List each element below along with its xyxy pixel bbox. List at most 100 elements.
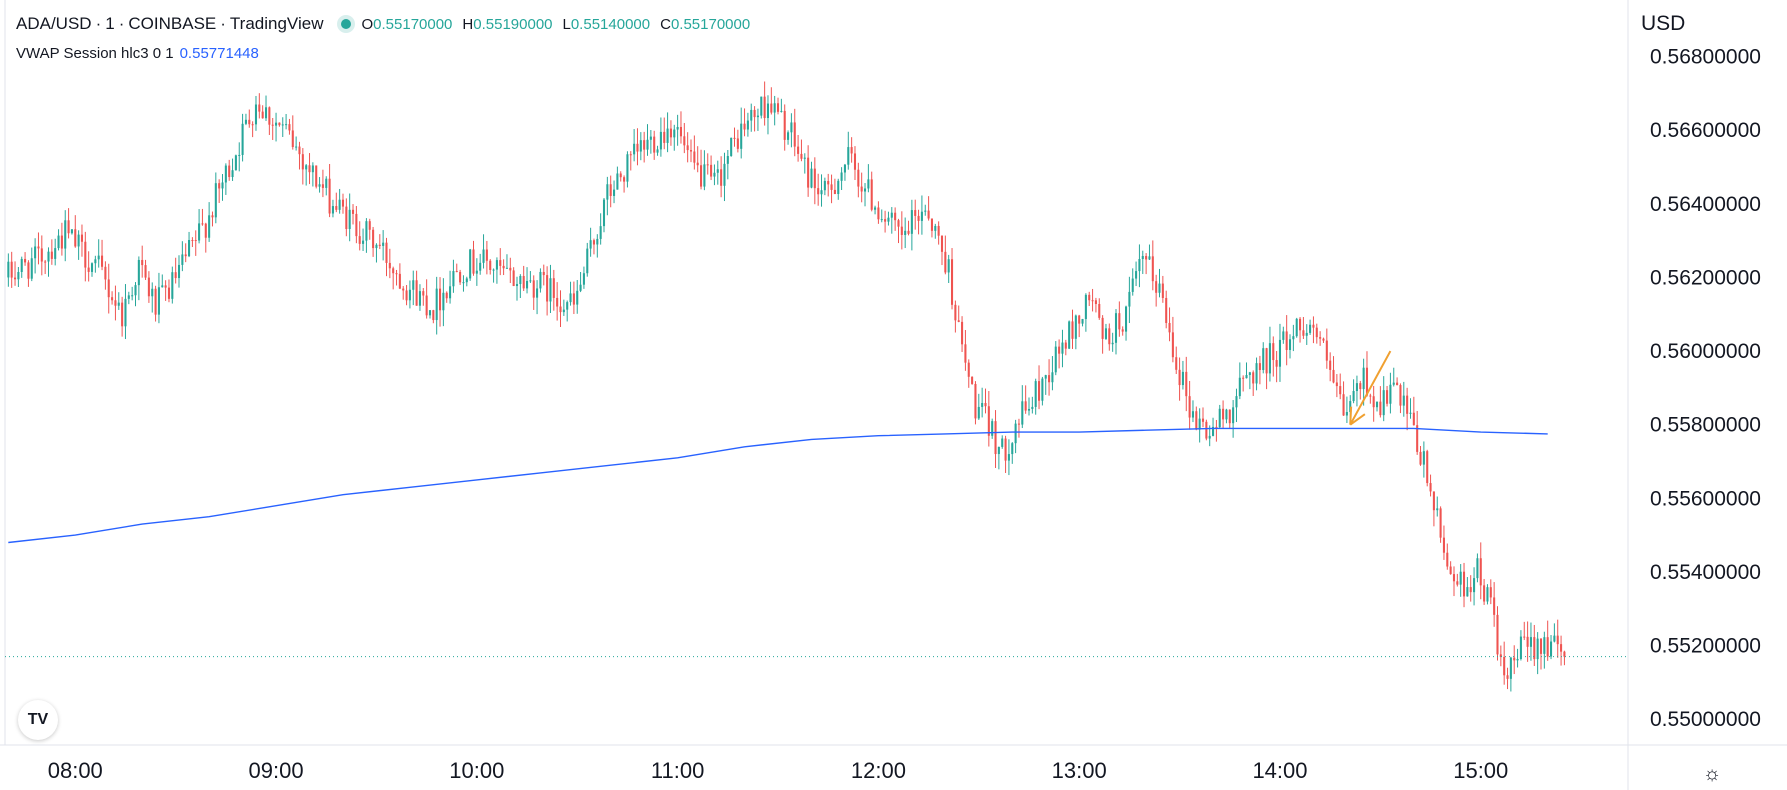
- candle-body[interactable]: [465, 278, 468, 283]
- candle-body[interactable]: [609, 184, 612, 196]
- candle-body[interactable]: [1242, 377, 1245, 379]
- candle-body[interactable]: [646, 139, 649, 150]
- candle-body[interactable]: [395, 273, 398, 275]
- candle-body[interactable]: [131, 295, 134, 297]
- candle-body[interactable]: [776, 103, 780, 112]
- candle-body[interactable]: [398, 273, 401, 289]
- candle-body[interactable]: [10, 261, 13, 278]
- candle-body[interactable]: [422, 291, 425, 296]
- candle-body[interactable]: [1339, 386, 1342, 395]
- candle-body[interactable]: [44, 261, 47, 263]
- candle-body[interactable]: [576, 290, 579, 305]
- candle-body[interactable]: [556, 297, 559, 307]
- candle-body[interactable]: [582, 273, 585, 285]
- candle-body[interactable]: [1178, 369, 1181, 386]
- candle-body[interactable]: [947, 259, 950, 273]
- candle-body[interactable]: [1262, 348, 1265, 371]
- candle-body[interactable]: [1232, 407, 1235, 424]
- candle-body[interactable]: [1215, 426, 1218, 428]
- candle-body[interactable]: [161, 285, 164, 288]
- candle-body[interactable]: [482, 249, 485, 263]
- candle-body[interactable]: [713, 172, 716, 177]
- candle-body[interactable]: [566, 302, 569, 310]
- candle-body[interactable]: [1131, 278, 1134, 292]
- candle-body[interactable]: [1185, 371, 1188, 397]
- candle-body[interactable]: [90, 263, 94, 272]
- candle-body[interactable]: [797, 146, 800, 154]
- candle-body[interactable]: [1275, 360, 1278, 367]
- candle-body[interactable]: [288, 124, 291, 131]
- candle-body[interactable]: [1563, 651, 1566, 657]
- candle-body[interactable]: [445, 292, 448, 299]
- candle-body[interactable]: [823, 180, 826, 191]
- candle-body[interactable]: [335, 206, 338, 210]
- candle-body[interactable]: [1466, 587, 1469, 597]
- candle-body[interactable]: [863, 188, 867, 192]
- candle-body[interactable]: [1014, 423, 1017, 444]
- candle-body[interactable]: [157, 287, 160, 315]
- candle-body[interactable]: [629, 154, 632, 156]
- candle-body[interactable]: [442, 292, 445, 311]
- candle-body[interactable]: [967, 362, 970, 377]
- candle-body[interactable]: [813, 168, 816, 189]
- candle-body[interactable]: [927, 210, 930, 219]
- candle-body[interactable]: [70, 229, 73, 234]
- candle-body[interactable]: [114, 300, 117, 306]
- candle-body[interactable]: [80, 234, 84, 242]
- candle-body[interactable]: [766, 103, 770, 119]
- candle-body[interactable]: [1325, 340, 1328, 361]
- candle-body[interactable]: [1168, 322, 1171, 333]
- candle-body[interactable]: [321, 184, 324, 188]
- candle-body[interactable]: [726, 156, 729, 164]
- candle-body[interactable]: [167, 287, 171, 299]
- candle-body[interactable]: [1352, 391, 1355, 402]
- candle-body[interactable]: [1516, 658, 1519, 661]
- candle-body[interactable]: [1061, 342, 1064, 354]
- candle-body[interactable]: [1198, 418, 1201, 430]
- candle-body[interactable]: [522, 276, 525, 289]
- candle-body[interactable]: [1255, 363, 1258, 384]
- candle-body[interactable]: [1459, 571, 1462, 585]
- candle-body[interactable]: [623, 177, 626, 182]
- candle-body[interactable]: [94, 259, 97, 264]
- candle-body[interactable]: [1359, 383, 1362, 390]
- candle-body[interactable]: [1218, 408, 1221, 428]
- candle-body[interactable]: [308, 165, 311, 173]
- candle-body[interactable]: [696, 162, 699, 166]
- tradingview-logo-icon[interactable]: TV: [18, 700, 58, 740]
- candle-body[interactable]: [1422, 451, 1425, 465]
- candle-body[interactable]: [7, 261, 10, 278]
- candle-body[interactable]: [1272, 343, 1275, 361]
- candle-body[interactable]: [676, 126, 679, 130]
- candle-body[interactable]: [1560, 644, 1563, 652]
- candle-body[interactable]: [325, 178, 328, 188]
- candle-body[interactable]: [1081, 319, 1084, 324]
- candle-body[interactable]: [1292, 336, 1295, 340]
- candle-body[interactable]: [626, 154, 629, 182]
- candle-body[interactable]: [917, 215, 920, 221]
- candle-body[interactable]: [365, 221, 368, 241]
- candle-body[interactable]: [599, 226, 602, 239]
- candle-body[interactable]: [884, 219, 887, 222]
- indicator-legend[interactable]: VWAP Session hlc3 0 1 0.55771448: [16, 44, 259, 64]
- candle-body[interactable]: [1539, 638, 1543, 654]
- candle-body[interactable]: [763, 96, 766, 119]
- candle-body[interactable]: [452, 271, 455, 287]
- candle-body[interactable]: [204, 223, 207, 238]
- candle-body[interactable]: [408, 289, 411, 301]
- candle-body[interactable]: [552, 278, 555, 298]
- candle-body[interactable]: [345, 206, 348, 229]
- candle-body[interactable]: [840, 172, 843, 181]
- candle-body[interactable]: [1452, 574, 1456, 582]
- candle-body[interactable]: [1048, 375, 1051, 383]
- candle-body[interactable]: [385, 242, 388, 263]
- candle-body[interactable]: [311, 165, 314, 173]
- candle-body[interactable]: [1546, 637, 1549, 657]
- candle-body[interactable]: [957, 320, 960, 322]
- candle-body[interactable]: [920, 211, 923, 221]
- candle-body[interactable]: [1396, 382, 1399, 386]
- candle-body[interactable]: [1419, 451, 1422, 465]
- candle-body[interactable]: [740, 123, 743, 149]
- candle-body[interactable]: [87, 267, 90, 272]
- candle-body[interactable]: [124, 298, 127, 327]
